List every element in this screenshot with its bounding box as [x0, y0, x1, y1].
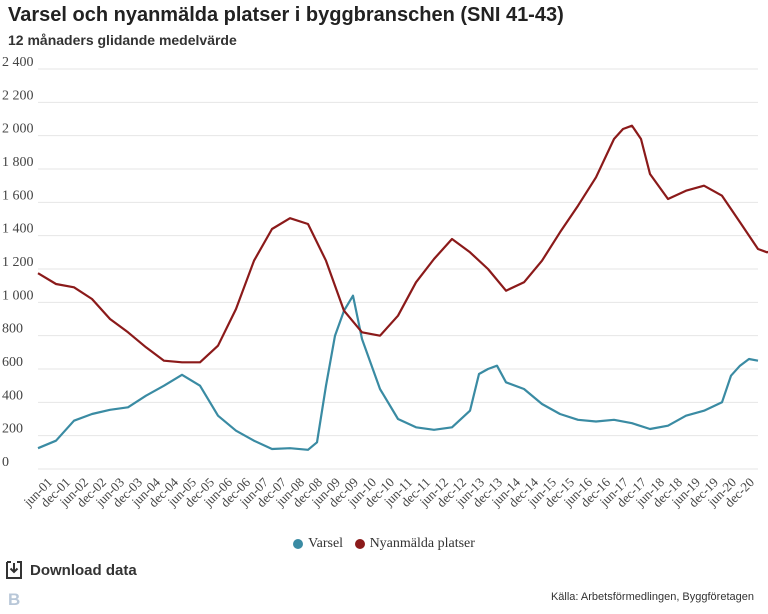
- legend-label-nyanmalda-platser: Nyanmälda platser: [369, 536, 475, 551]
- y-tick-label: 1 000: [2, 288, 34, 303]
- legend-item-nyanmalda-platser[interactable]: Nyanmälda platser: [354, 536, 475, 552]
- legend-label-varsel: Varsel: [308, 536, 344, 551]
- y-tick-label: 2 400: [2, 55, 34, 70]
- y-tick-label: 2 000: [2, 122, 34, 137]
- download-data-button[interactable]: Download data: [4, 560, 137, 580]
- chart-subtitle: 12 månaders glidande medelvärde: [8, 32, 237, 48]
- legend-item-varsel[interactable]: Varsel: [293, 536, 343, 552]
- series-line-nyanmalda-platser[interactable]: [37, 124, 768, 364]
- y-tick-label: 0: [2, 455, 9, 470]
- y-tick-label: 1 400: [2, 222, 34, 237]
- download-data-label: Download data: [30, 561, 137, 579]
- y-tick-label: 600: [2, 355, 23, 370]
- y-tick-label: 800: [2, 322, 23, 337]
- download-icon: [6, 561, 22, 579]
- legend: Varsel Nyanmälda platser: [0, 536, 768, 554]
- y-tick-label: 1 800: [2, 155, 34, 170]
- source-note: Källa: Arbetsförmedlingen, Byggföretagen: [550, 591, 754, 603]
- chart-title: Varsel och nyanmälda platser i byggbrans…: [8, 4, 564, 26]
- y-tick-label: 1 200: [2, 255, 34, 270]
- brand-logo: B: [8, 590, 21, 609]
- y-tick-label: 2 200: [2, 88, 34, 103]
- legend-marker-varsel: [293, 539, 304, 549]
- y-tick-label: 200: [2, 422, 23, 437]
- series-line-varsel[interactable]: [37, 294, 759, 451]
- y-tick-label: 400: [2, 388, 23, 403]
- line-chart: 0 200 400 600 800 1 000 1 200 1 400 1 600 1 800 2 …: [2, 55, 768, 510]
- legend-marker-nyanmalda-platser: [354, 539, 365, 549]
- y-tick-label: 1 600: [2, 188, 34, 203]
